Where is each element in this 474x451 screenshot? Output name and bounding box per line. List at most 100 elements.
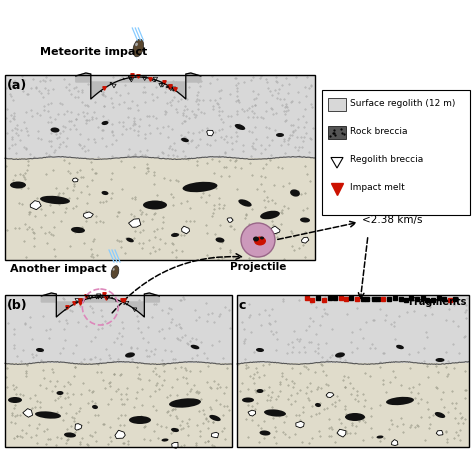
Ellipse shape bbox=[162, 438, 168, 442]
Ellipse shape bbox=[35, 411, 61, 419]
Text: Rock breccia: Rock breccia bbox=[350, 128, 408, 137]
Text: Fragments: Fragments bbox=[409, 297, 467, 307]
Ellipse shape bbox=[101, 295, 104, 296]
FancyBboxPatch shape bbox=[322, 90, 470, 215]
Bar bbox=[5, 295, 232, 363]
Polygon shape bbox=[207, 130, 214, 136]
Ellipse shape bbox=[64, 309, 66, 310]
Ellipse shape bbox=[260, 236, 264, 239]
Ellipse shape bbox=[56, 391, 64, 395]
Ellipse shape bbox=[276, 133, 284, 137]
Polygon shape bbox=[41, 293, 159, 317]
Ellipse shape bbox=[129, 416, 151, 424]
Ellipse shape bbox=[153, 81, 156, 82]
Ellipse shape bbox=[165, 86, 168, 88]
Bar bbox=[237, 295, 469, 363]
Polygon shape bbox=[248, 410, 255, 416]
Polygon shape bbox=[128, 219, 141, 227]
Ellipse shape bbox=[91, 295, 93, 297]
Bar bbox=[5, 75, 315, 260]
Bar bbox=[5, 158, 315, 260]
Ellipse shape bbox=[123, 304, 125, 305]
Ellipse shape bbox=[315, 403, 321, 407]
Bar bbox=[5, 75, 315, 158]
Ellipse shape bbox=[109, 82, 112, 84]
Ellipse shape bbox=[171, 233, 179, 237]
Polygon shape bbox=[436, 430, 443, 435]
Ellipse shape bbox=[75, 302, 78, 304]
Bar bbox=[5, 363, 232, 447]
Ellipse shape bbox=[242, 397, 254, 402]
Ellipse shape bbox=[145, 77, 147, 78]
Ellipse shape bbox=[396, 345, 404, 349]
Ellipse shape bbox=[64, 433, 76, 437]
Polygon shape bbox=[115, 430, 125, 438]
Ellipse shape bbox=[260, 430, 271, 436]
Text: <2.38 km/s: <2.38 km/s bbox=[362, 215, 422, 225]
Ellipse shape bbox=[115, 300, 118, 302]
Ellipse shape bbox=[254, 236, 266, 245]
Ellipse shape bbox=[436, 358, 445, 362]
Polygon shape bbox=[30, 201, 41, 210]
Text: Impact melt: Impact melt bbox=[350, 184, 405, 193]
Text: (b): (b) bbox=[7, 299, 27, 312]
Ellipse shape bbox=[128, 77, 131, 78]
Ellipse shape bbox=[125, 352, 135, 358]
Ellipse shape bbox=[143, 201, 167, 210]
Ellipse shape bbox=[253, 236, 259, 241]
Ellipse shape bbox=[290, 189, 300, 197]
Ellipse shape bbox=[167, 86, 169, 87]
Ellipse shape bbox=[260, 211, 280, 219]
Text: Regolith breccia: Regolith breccia bbox=[350, 156, 423, 165]
Ellipse shape bbox=[71, 227, 85, 233]
Polygon shape bbox=[83, 212, 93, 218]
Polygon shape bbox=[296, 421, 304, 428]
Ellipse shape bbox=[51, 128, 60, 133]
Polygon shape bbox=[172, 442, 178, 448]
Ellipse shape bbox=[36, 348, 44, 352]
Polygon shape bbox=[211, 433, 219, 438]
Bar bbox=[237, 363, 469, 447]
Ellipse shape bbox=[10, 181, 26, 189]
Ellipse shape bbox=[111, 266, 119, 278]
Ellipse shape bbox=[135, 43, 138, 46]
Ellipse shape bbox=[113, 268, 115, 271]
Ellipse shape bbox=[386, 397, 414, 405]
Ellipse shape bbox=[92, 405, 98, 409]
Polygon shape bbox=[227, 218, 233, 222]
Polygon shape bbox=[23, 409, 33, 417]
Circle shape bbox=[241, 223, 275, 257]
Ellipse shape bbox=[216, 237, 225, 243]
Ellipse shape bbox=[169, 398, 201, 408]
Ellipse shape bbox=[8, 397, 22, 403]
Ellipse shape bbox=[238, 199, 252, 207]
Bar bbox=[328, 98, 346, 111]
Polygon shape bbox=[301, 237, 309, 243]
Ellipse shape bbox=[171, 428, 179, 432]
Polygon shape bbox=[182, 226, 190, 234]
Text: Meteorite impact: Meteorite impact bbox=[40, 47, 147, 57]
Polygon shape bbox=[326, 392, 334, 397]
Ellipse shape bbox=[210, 415, 221, 421]
Ellipse shape bbox=[181, 138, 189, 142]
Bar bbox=[237, 295, 469, 447]
Ellipse shape bbox=[252, 231, 258, 235]
Ellipse shape bbox=[133, 39, 144, 57]
Ellipse shape bbox=[435, 412, 445, 418]
Ellipse shape bbox=[256, 348, 264, 352]
Ellipse shape bbox=[173, 90, 174, 92]
Polygon shape bbox=[392, 440, 398, 446]
Polygon shape bbox=[75, 423, 82, 430]
Ellipse shape bbox=[135, 76, 136, 78]
Ellipse shape bbox=[80, 299, 82, 300]
Ellipse shape bbox=[191, 345, 200, 349]
Ellipse shape bbox=[100, 90, 102, 92]
Polygon shape bbox=[337, 429, 346, 437]
Text: c: c bbox=[239, 299, 246, 312]
Text: Another impact: Another impact bbox=[10, 264, 107, 274]
Ellipse shape bbox=[40, 196, 70, 204]
Text: (a): (a) bbox=[7, 79, 27, 92]
Ellipse shape bbox=[335, 352, 345, 358]
Text: Surface regolith (12 m): Surface regolith (12 m) bbox=[350, 100, 456, 109]
Ellipse shape bbox=[235, 124, 245, 130]
